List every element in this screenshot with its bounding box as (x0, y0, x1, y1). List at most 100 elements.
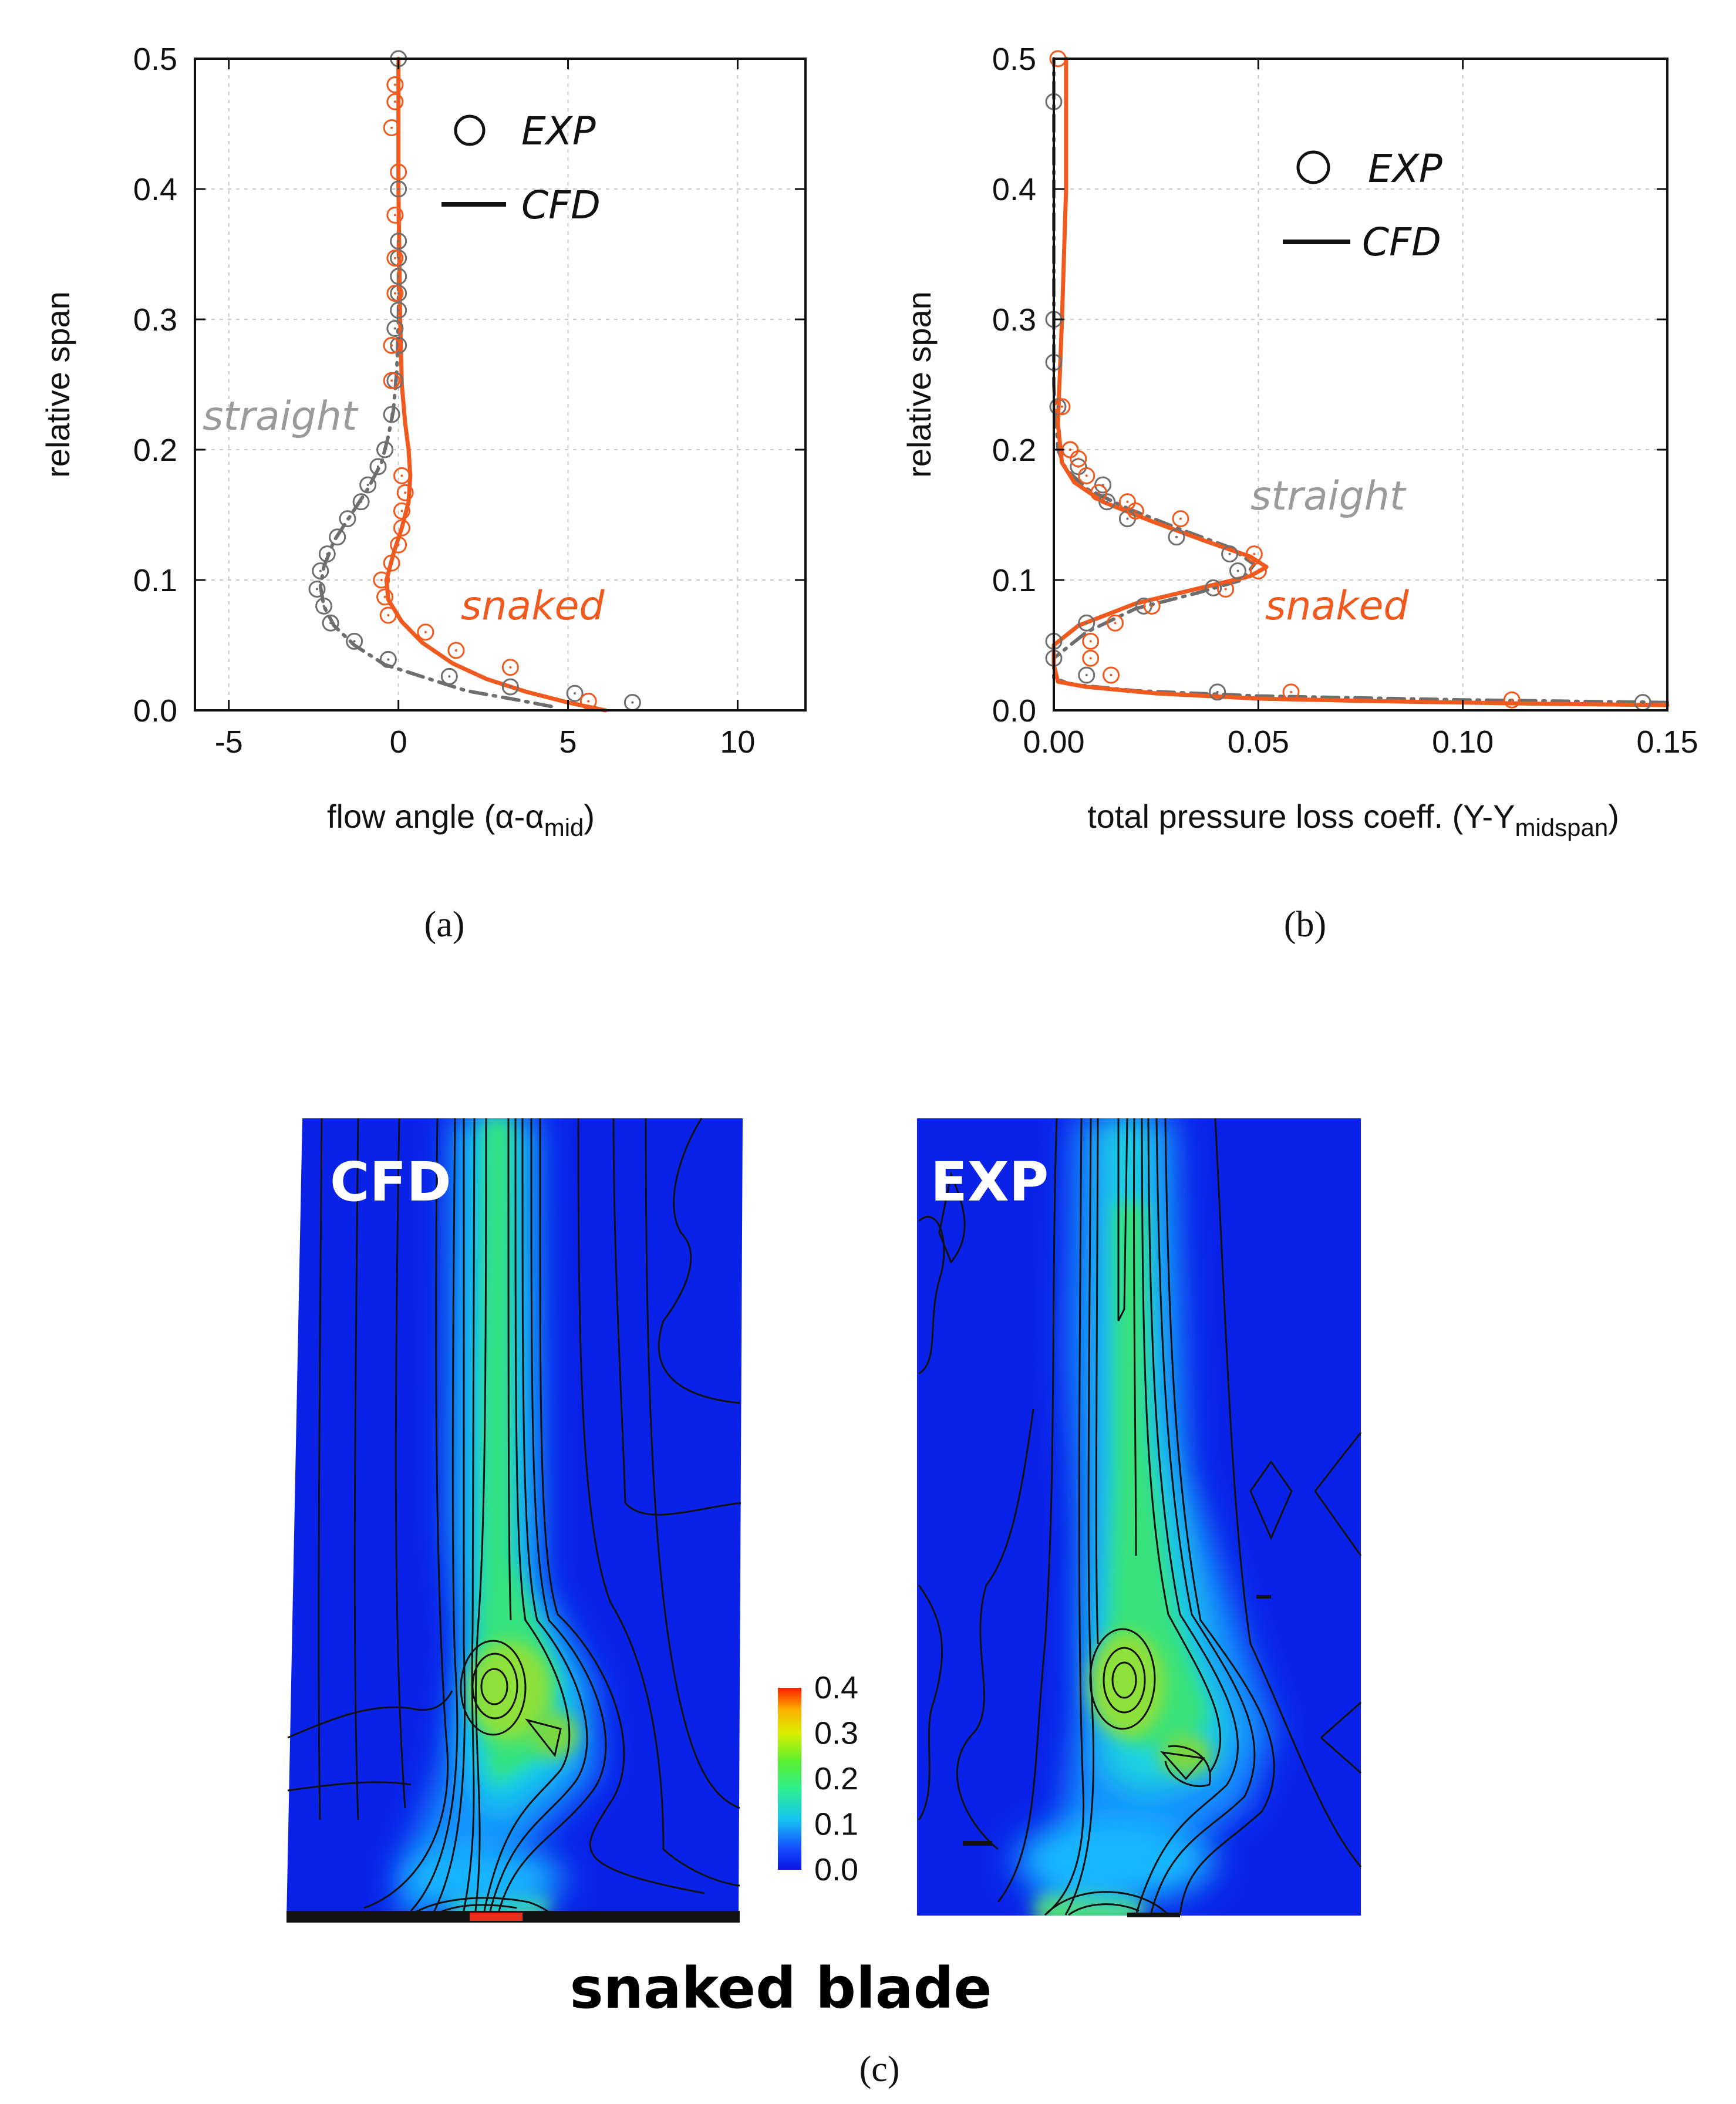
straight-exp-marker (383, 406, 400, 423)
marker-dot (322, 605, 325, 608)
straight-exp-marker (346, 632, 363, 650)
marker-dot (1068, 449, 1071, 451)
straight-exp-marker (359, 476, 377, 494)
snaked-exp-marker (1082, 632, 1100, 650)
marker-dot (390, 413, 393, 416)
cfd-endwall-hotspot (470, 1913, 523, 1921)
straight-exp-marker (1078, 666, 1095, 684)
x-axis-label-a: flow angle (α-αmid) (327, 798, 595, 841)
straight-exp-marker (390, 232, 407, 250)
marker-dot (393, 257, 396, 259)
straight-exp-marker (379, 650, 397, 668)
straight-exp-marker (308, 581, 326, 598)
marker-dot (1212, 586, 1215, 589)
y-tick-label: 0.0 (133, 693, 177, 729)
snaked-exp-marker (386, 249, 404, 267)
marker-dot (1085, 474, 1088, 477)
straight-exp-marker (1078, 614, 1095, 632)
marker-dot (383, 449, 386, 451)
y-tick-label: 0.1 (133, 563, 177, 598)
legend-exp-marker-b (1296, 150, 1330, 184)
panel-label-b: (b) (1284, 905, 1326, 945)
marker-dot (390, 562, 393, 565)
marker-dot (424, 630, 427, 633)
y-tick-label: 0.3 (133, 302, 177, 338)
marker-dot (1253, 552, 1256, 555)
marker-dot (1097, 491, 1100, 494)
snaked-exp-marker (447, 642, 465, 659)
marker-dot (397, 171, 400, 174)
marker-dot (448, 675, 451, 678)
y-tick-label: 0.5 (992, 42, 1036, 77)
marker-dot (1175, 535, 1178, 538)
marker-dot (387, 613, 390, 616)
snaked-exp-marker (390, 163, 407, 181)
x-tick-label: -5 (215, 724, 243, 760)
marker-dot (1179, 517, 1182, 520)
legend-cfd-label-a: CFD (521, 183, 601, 228)
snaked-exp-marker (579, 692, 597, 710)
straight-exp-marker (390, 301, 407, 319)
straight-exp-marker (1221, 545, 1239, 563)
plot-frame-a (194, 58, 807, 712)
marker-dot (1056, 405, 1059, 408)
marker-dot (353, 640, 356, 643)
marker-dot (1511, 699, 1513, 702)
straight-exp-marker (1229, 562, 1246, 579)
y-tick-label: 0.5 (133, 42, 177, 77)
marker-dot (390, 379, 393, 382)
marker-dot (1216, 690, 1219, 693)
snaked-exp-marker (1282, 683, 1300, 701)
snaked-exp-marker (386, 93, 404, 110)
marker-dot (1641, 701, 1644, 704)
legend-exp-marker-a (454, 114, 486, 146)
x-tick-label: 0.15 (1636, 724, 1698, 760)
panel-label-c: (c) (859, 2049, 900, 2089)
contour-caption: snaked blade (569, 1955, 992, 2021)
marker-dot (509, 686, 512, 689)
snaked-exp-marker (1082, 649, 1100, 667)
y-tick-label: 0.3 (992, 302, 1036, 338)
straight-exp-marker (1168, 528, 1185, 546)
marker-dot (1077, 457, 1080, 460)
marker-dot (1224, 588, 1227, 591)
marker-dot (1085, 622, 1088, 625)
panel-label-a: (a) (424, 905, 465, 945)
snaked-exp-marker (1118, 493, 1136, 511)
marker-dot (587, 700, 590, 703)
marker-dot (393, 327, 396, 330)
straight-exp-marker (390, 180, 407, 198)
marker-dot (1110, 674, 1113, 677)
colorbar: 0.0 0.1 0.2 0.3 0.4 (778, 1670, 858, 1887)
snaked-exp-marker (390, 536, 407, 554)
straight-exp-marker (322, 614, 339, 632)
annotation-straight-b: straight (1250, 473, 1407, 520)
snaked-exp-marker (386, 285, 404, 302)
marker-dot (397, 544, 400, 547)
snaked-exp-marker (383, 336, 400, 354)
marker-dot (397, 275, 400, 278)
straight-exp-marker (390, 268, 407, 285)
marker-dot (1134, 510, 1137, 512)
marker-dot (346, 517, 349, 520)
snaked-exp-marker (1503, 691, 1521, 709)
ticks-a: -5 0 5 10 0.0 0.1 0.2 0.3 0.4 0.5 (133, 42, 805, 760)
marker-dot (1236, 569, 1239, 572)
straight-exp-marker (352, 493, 370, 511)
y-tick-label: 0.2 (133, 433, 177, 468)
y-axis-label-a: relative span (39, 291, 76, 478)
marker-dot (1228, 552, 1231, 555)
marker-dot (383, 595, 386, 598)
snaked-exp-marker (417, 623, 434, 641)
snaked-exp-marker (1172, 510, 1189, 528)
exp-contour-lines (918, 1118, 1362, 1917)
legend-exp-label-b: EXP (1368, 146, 1442, 191)
marker-dot (509, 666, 512, 669)
marker-dot (393, 100, 396, 103)
marker-dot (397, 257, 400, 259)
straight-cfd-line (318, 57, 553, 709)
legend-exp-label-a: EXP (521, 109, 596, 154)
snaked-exp-marker (386, 76, 404, 93)
snaked-exp-marker (393, 467, 410, 484)
straight-exp-marker (339, 510, 356, 528)
